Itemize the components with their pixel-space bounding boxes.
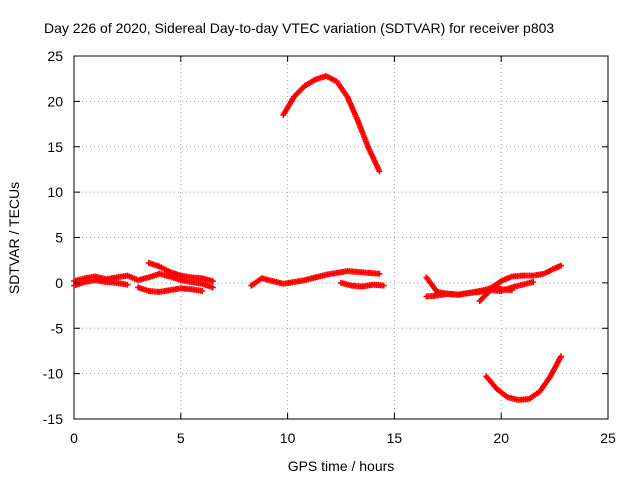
x-tick-label: 5: [177, 430, 185, 446]
series-track-9: [476, 284, 515, 304]
data-points-plus-markers: [71, 277, 131, 289]
y-tick-label: 0: [55, 275, 63, 291]
data-points-plus-markers: [280, 73, 383, 175]
y-axis-label: SDTVAR / TECUs: [6, 182, 22, 294]
x-tick-label: 20: [493, 430, 509, 446]
data-points-plus-markers: [145, 259, 216, 285]
x-tick-label: 25: [600, 430, 616, 446]
data-points-plus-markers: [476, 284, 515, 304]
y-tick-label: -5: [51, 320, 64, 336]
y-tick-label: 20: [47, 93, 63, 109]
chart-title: Day 226 of 2020, Sidereal Day-to-day VTE…: [44, 20, 554, 36]
axis-ticks: 0 5 10 15 20 25 25 20 15 10 5 0 -5 -10 -15: [43, 48, 616, 446]
y-tick-label: -10: [43, 366, 63, 382]
x-tick-label: 0: [70, 430, 78, 446]
series-track-4: [135, 284, 206, 295]
data-points-plus-markers: [135, 284, 206, 295]
y-tick-label: 25: [47, 48, 63, 64]
x-tick-label: 15: [387, 430, 403, 446]
y-tick-label: 10: [47, 184, 63, 200]
series-track-2: [71, 277, 131, 289]
x-axis-label: GPS time / hours: [288, 458, 395, 474]
x-tick-label: 10: [280, 430, 296, 446]
data-points-plus-markers: [338, 279, 387, 290]
grid-lines: [74, 56, 608, 419]
series-track-11: [483, 353, 564, 403]
data-points-plus-markers: [483, 353, 564, 403]
y-tick-label: 5: [55, 230, 63, 246]
data-points-plus-markers: [248, 268, 383, 289]
series-track-10: [280, 73, 383, 175]
series-track-6: [338, 279, 387, 290]
series-track-3: [145, 259, 216, 285]
y-tick-label: 15: [47, 139, 63, 155]
series-track-8: [423, 279, 537, 300]
y-tick-label: -15: [43, 411, 63, 427]
series-track-5: [248, 268, 383, 289]
data-series-group: [71, 73, 564, 403]
data-points-plus-markers: [423, 279, 537, 300]
